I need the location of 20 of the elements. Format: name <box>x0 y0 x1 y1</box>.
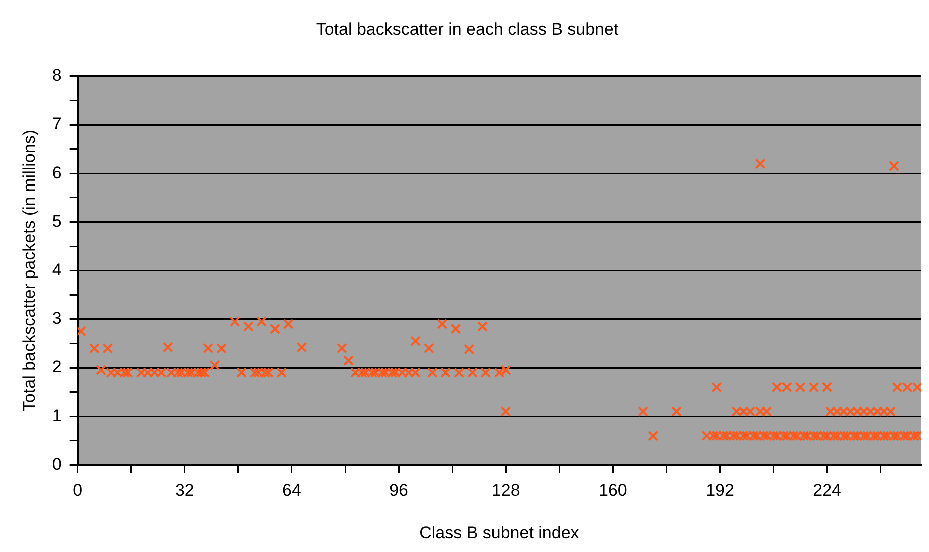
y-tick-label: 3 <box>52 309 62 328</box>
y-tick-label: 8 <box>52 66 62 86</box>
y-tick-label: 2 <box>52 358 62 377</box>
x-tick-label: 32 <box>175 481 194 500</box>
x-tick-label: 160 <box>598 481 628 500</box>
x-tick-label: 224 <box>813 481 842 500</box>
x-tick-label: 0 <box>73 481 83 500</box>
chart-title: Total backscatter in each class B subnet <box>316 20 619 39</box>
x-axis-title: Class B subnet index <box>420 523 580 542</box>
y-tick-label: 7 <box>52 114 62 134</box>
x-tick-label: 96 <box>390 481 409 500</box>
y-tick-label: 1 <box>52 406 62 426</box>
y-tick-label: 5 <box>52 212 62 231</box>
x-tick-label: 192 <box>706 481 734 500</box>
x-tick-label: 128 <box>492 481 520 500</box>
y-tick-label: 4 <box>52 260 62 280</box>
y-axis-title: Total backscatter packets (in millions) <box>20 130 39 412</box>
y-tick-label: 6 <box>52 163 62 182</box>
y-tick-label: 0 <box>52 454 62 474</box>
x-tick-label: 64 <box>282 481 302 500</box>
